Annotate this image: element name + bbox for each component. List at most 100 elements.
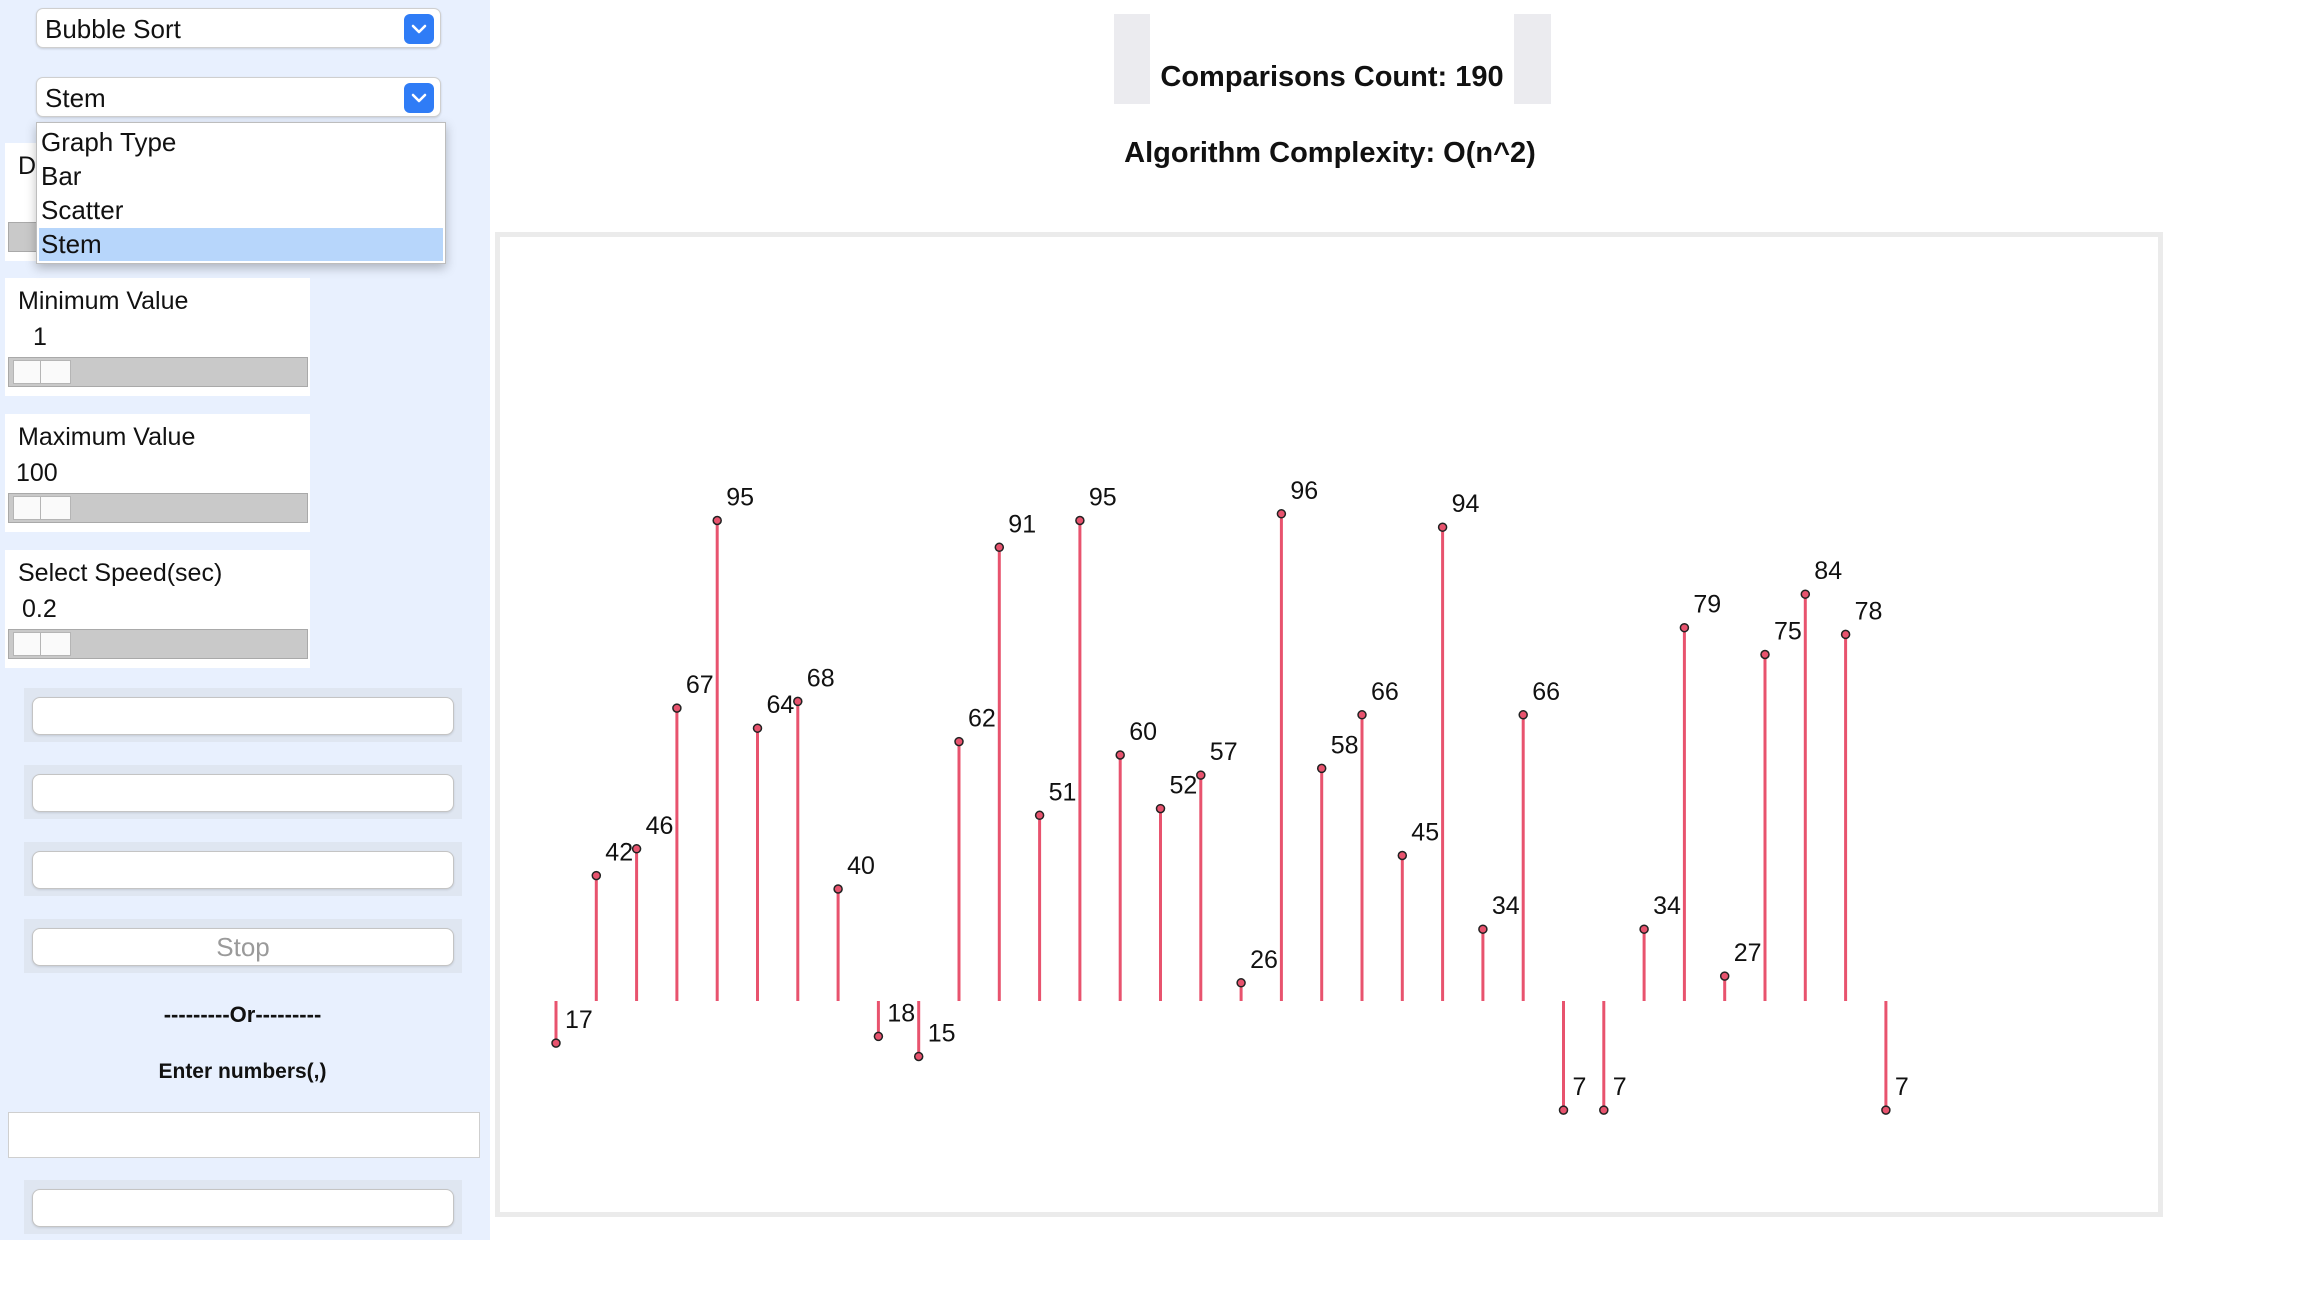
speed-slider[interactable] xyxy=(8,629,308,659)
data-label: 94 xyxy=(1452,490,1480,518)
data-label: 51 xyxy=(1049,778,1077,806)
stop-button[interactable]: Stop xyxy=(32,928,454,966)
button-slot-submit xyxy=(24,1180,462,1234)
data-label: 45 xyxy=(1411,819,1439,847)
algorithm-complexity: Algorithm Complexity: O(n^2) xyxy=(1124,137,1536,169)
stem-marker xyxy=(1518,710,1528,720)
stem-marker xyxy=(833,884,843,894)
data-label: 78 xyxy=(1855,597,1883,625)
data-label: 60 xyxy=(1129,718,1157,746)
stem-marker xyxy=(1316,763,1327,774)
data-label: 40 xyxy=(847,852,875,880)
comparisons-inner: Comparisons Count: 190 xyxy=(1150,14,1514,104)
slider-thumb[interactable] xyxy=(13,496,71,520)
stem-marker xyxy=(712,515,722,526)
stem-marker xyxy=(551,1038,561,1048)
data-label: 79 xyxy=(1693,591,1721,619)
algorithm-select[interactable]: Bubble Sort xyxy=(36,8,441,48)
data-label: 91 xyxy=(1008,510,1036,538)
hidden-control-label: D xyxy=(18,152,37,180)
slider-thumb[interactable] xyxy=(13,360,71,384)
data-label: 17 xyxy=(565,1006,593,1034)
stem-marker xyxy=(913,1051,924,1062)
stem-marker xyxy=(1679,622,1690,633)
button-slot-1 xyxy=(24,688,462,742)
data-label: 67 xyxy=(686,671,714,699)
stem-marker xyxy=(1719,971,1730,981)
maximum-value-slider[interactable] xyxy=(8,493,308,523)
stem-marker xyxy=(1760,649,1770,660)
stem-marker xyxy=(1558,1105,1569,1115)
data-label: 66 xyxy=(1532,678,1560,706)
speed-label: Select Speed(sec) xyxy=(18,559,223,587)
stem-marker xyxy=(1357,710,1367,720)
data-label: 27 xyxy=(1734,939,1762,967)
data-label: 7 xyxy=(1895,1073,1909,1101)
data-label: 34 xyxy=(1653,892,1681,920)
data-label: 18 xyxy=(887,999,915,1027)
separator-text: ---------Or--------- xyxy=(163,1002,322,1027)
data-label: 7 xyxy=(1613,1073,1627,1101)
stem-marker xyxy=(672,703,682,713)
slider-thumb[interactable] xyxy=(13,632,71,656)
graph-type-select-value: Stem xyxy=(45,83,106,113)
stem-marker xyxy=(793,696,803,707)
data-label: 46 xyxy=(646,812,674,840)
stem-marker xyxy=(954,736,964,747)
data-label: 7 xyxy=(1573,1073,1587,1101)
data-label: 58 xyxy=(1331,731,1359,759)
data-label: 57 xyxy=(1210,738,1238,766)
data-label: 96 xyxy=(1290,477,1318,505)
stem-marker xyxy=(994,542,1005,553)
data-label: 62 xyxy=(968,705,996,733)
chart-frame: 17 42 46 67 95 64 68 40 18 15 62 91 51 95 60 52 57 26 96 58… xyxy=(495,232,2163,1217)
minimum-value-readout: 1 xyxy=(33,323,47,351)
data-label: 34 xyxy=(1492,892,1520,920)
stem-marker xyxy=(1115,750,1125,760)
stem-marker xyxy=(1437,522,1448,532)
speed-control: Select Speed(sec) 0.2 xyxy=(5,550,310,668)
graph-type-select[interactable]: Stem xyxy=(36,77,441,117)
stem-marker xyxy=(1881,1105,1891,1115)
data-label: 68 xyxy=(807,664,835,692)
data-label: 95 xyxy=(1089,484,1117,512)
chevron-down-icon xyxy=(404,14,434,44)
stem-marker xyxy=(752,723,763,733)
data-label: 52 xyxy=(1170,772,1198,800)
stem-marker xyxy=(1840,629,1851,640)
stem-marker xyxy=(1800,589,1811,599)
minimum-value-slider[interactable] xyxy=(8,357,308,387)
action-button-3[interactable] xyxy=(32,851,454,889)
data-label: 26 xyxy=(1250,946,1278,974)
option-graph-type[interactable]: Graph Type xyxy=(41,127,177,157)
stem-marker xyxy=(1276,509,1287,519)
option-bar[interactable]: Bar xyxy=(41,161,82,191)
data-label: 15 xyxy=(928,1020,956,1048)
stem-marker xyxy=(631,844,642,854)
stem-marker xyxy=(1034,810,1045,821)
option-scatter[interactable]: Scatter xyxy=(41,195,124,225)
stem-marker xyxy=(1397,850,1408,861)
comparisons-box: Comparisons Count: 190 xyxy=(1114,14,1551,104)
sidebar: Bubble Sort Stem Graph Type Bar Scatter … xyxy=(0,0,490,1240)
graph-type-dropdown-menu: Graph Type Bar Scatter Stem xyxy=(36,122,446,264)
data-label: 42 xyxy=(605,839,633,867)
submit-numbers-button[interactable] xyxy=(32,1189,454,1227)
speed-readout: 0.2 xyxy=(22,595,57,623)
option-stem[interactable]: Stem xyxy=(39,228,443,261)
comparisons-count: Comparisons Count: 190 xyxy=(1160,61,1504,93)
stem-marker xyxy=(1599,1105,1609,1115)
button-slot-stop: Stop xyxy=(24,919,462,973)
stem-marker xyxy=(873,1031,884,1042)
maximum-value-readout: 100 xyxy=(16,459,58,487)
stem-marker xyxy=(1639,924,1649,934)
maximum-value-label: Maximum Value xyxy=(18,423,196,451)
maximum-value-control: Maximum Value 100 xyxy=(5,414,310,532)
stem-marker xyxy=(1075,515,1085,526)
numbers-input[interactable] xyxy=(8,1112,480,1158)
data-label: 64 xyxy=(767,691,795,719)
action-button-1[interactable] xyxy=(32,697,454,735)
action-button-2[interactable] xyxy=(32,774,454,812)
data-label: 75 xyxy=(1774,618,1802,646)
button-slot-2 xyxy=(24,765,462,819)
